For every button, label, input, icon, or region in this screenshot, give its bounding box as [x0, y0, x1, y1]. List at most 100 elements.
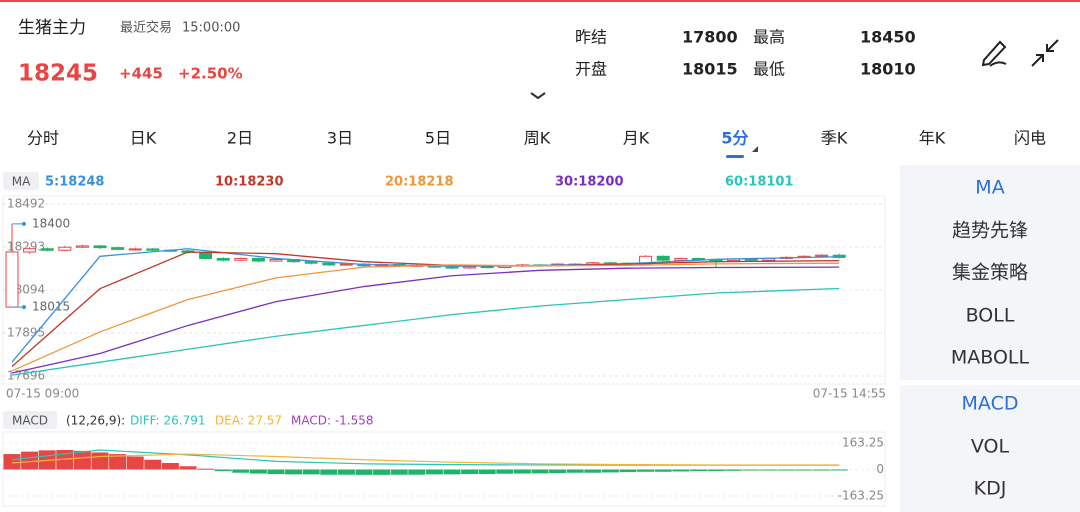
tab[interactable]: 闪电	[1014, 129, 1046, 148]
stat-value: 18015	[682, 60, 738, 79]
macd-bar	[73, 450, 91, 470]
ma-line	[11, 266, 840, 374]
indicator-option[interactable]: 趋势先锋	[952, 220, 1028, 242]
expand-chevron[interactable]	[530, 92, 546, 100]
macd-bar	[373, 469, 391, 475]
stat-label: 最高	[753, 28, 785, 47]
candle-body	[339, 263, 353, 266]
macd-bar	[478, 469, 496, 475]
macd-bar	[197, 468, 215, 470]
macd-bar	[267, 469, 285, 475]
candle-body	[815, 254, 829, 257]
tab[interactable]: 季K	[821, 129, 848, 148]
macd-bar	[126, 456, 144, 470]
candle-body	[216, 257, 230, 261]
draw-icon[interactable]	[981, 40, 1007, 67]
contract-name: 生猪主力	[18, 18, 86, 38]
macd-bar	[109, 454, 127, 470]
candle-body	[75, 245, 89, 248]
x-end-label: 07-15 14:55	[813, 387, 886, 401]
macd-bar	[302, 469, 320, 475]
indicator-option[interactable]: 集金策略	[952, 262, 1028, 284]
trade-time: 15:00:00	[182, 21, 240, 36]
stat-value: 17800	[682, 28, 738, 47]
low-marker-label: 18015	[32, 300, 70, 314]
tab[interactable]: 日K	[130, 129, 157, 148]
macd-bar	[320, 469, 338, 475]
tab[interactable]: 周K	[524, 129, 551, 148]
indicator-option[interactable]: KDJ	[974, 478, 1007, 500]
indicator-option[interactable]: VOL	[971, 436, 1010, 458]
macd-bar	[672, 469, 690, 472]
candle-body	[322, 262, 336, 266]
candle-body	[304, 261, 318, 264]
high-marker-label: 18400	[32, 216, 70, 230]
candle-body	[93, 245, 107, 249]
y-tick-label: 18492	[7, 197, 45, 211]
macd-bar	[513, 469, 531, 474]
indicator-option[interactable]: MA	[975, 177, 1004, 199]
price-change: +445	[119, 65, 163, 83]
high-marker-dot	[22, 221, 26, 226]
tab[interactable]: 分时	[27, 129, 59, 148]
collapse-icon[interactable]	[1031, 39, 1059, 67]
indicator-option[interactable]: BOLL	[966, 305, 1015, 327]
dea-line	[11, 453, 840, 466]
stat-value: 18450	[860, 28, 916, 47]
top-accent	[0, 0, 1080, 2]
candle-body	[111, 247, 125, 250]
candle-body	[656, 255, 670, 261]
ma-badge-bg	[3, 172, 39, 190]
tab[interactable]: 5日	[425, 129, 451, 148]
candle-body	[234, 257, 248, 261]
macd-bar	[425, 469, 443, 475]
tab[interactable]: 5分	[721, 129, 748, 148]
candle-body	[199, 251, 213, 259]
macd-bar	[584, 469, 602, 473]
tab-bar: 分时 日K 2日 3日 5日 周K 月K 5分 季K 年K 闪电	[27, 129, 1046, 158]
stat-value: 18010	[860, 60, 916, 79]
macd-bar	[830, 469, 848, 471]
macd-bar	[461, 469, 479, 475]
tab[interactable]: 月K	[623, 129, 650, 148]
macd-bar	[179, 466, 197, 470]
ma-legend: 60:18101	[725, 175, 794, 190]
macd-bar	[21, 451, 39, 470]
macd-bar	[3, 454, 21, 470]
macd-bar	[689, 469, 707, 472]
tab-dropdown	[752, 146, 758, 152]
macd-tick-label: -163.25	[838, 489, 884, 503]
macd-bar	[601, 469, 619, 473]
stat-label: 昨结	[575, 28, 607, 47]
x-start-label: 07-15 09:00	[6, 387, 79, 401]
diff-label: DIFF: 26.791	[130, 414, 206, 428]
y-tick-label: 17895	[7, 326, 45, 340]
ma-badge: MA	[12, 175, 31, 189]
candle-body	[251, 257, 265, 262]
macd-bar	[760, 469, 778, 471]
candle-body	[463, 266, 477, 269]
candle-body	[480, 266, 494, 269]
macd-bar	[91, 452, 109, 470]
macd-bar	[637, 469, 655, 472]
ma-legend: 30:18200	[555, 175, 624, 190]
macd-bar	[443, 469, 461, 475]
macd-bar	[144, 459, 162, 470]
tab[interactable]: 年K	[919, 129, 946, 148]
indicator-option[interactable]: MABOLL	[951, 347, 1030, 369]
macd-badge: MACD	[12, 414, 48, 428]
tab[interactable]: 3日	[327, 129, 353, 148]
ma-legend: 5:18248	[45, 175, 104, 190]
macd-tick-label: 163.25	[842, 436, 884, 450]
macd-bar	[232, 469, 250, 473]
macd-bar	[654, 469, 672, 472]
tab[interactable]: 2日	[227, 129, 253, 148]
macd-bar	[496, 469, 514, 474]
macd-value-label: MACD: -1.558	[291, 414, 374, 428]
last-price: 18245	[18, 61, 98, 87]
indicator-option[interactable]: MACD	[962, 393, 1019, 415]
macd-bar	[214, 469, 232, 472]
macd-bar	[777, 469, 795, 471]
